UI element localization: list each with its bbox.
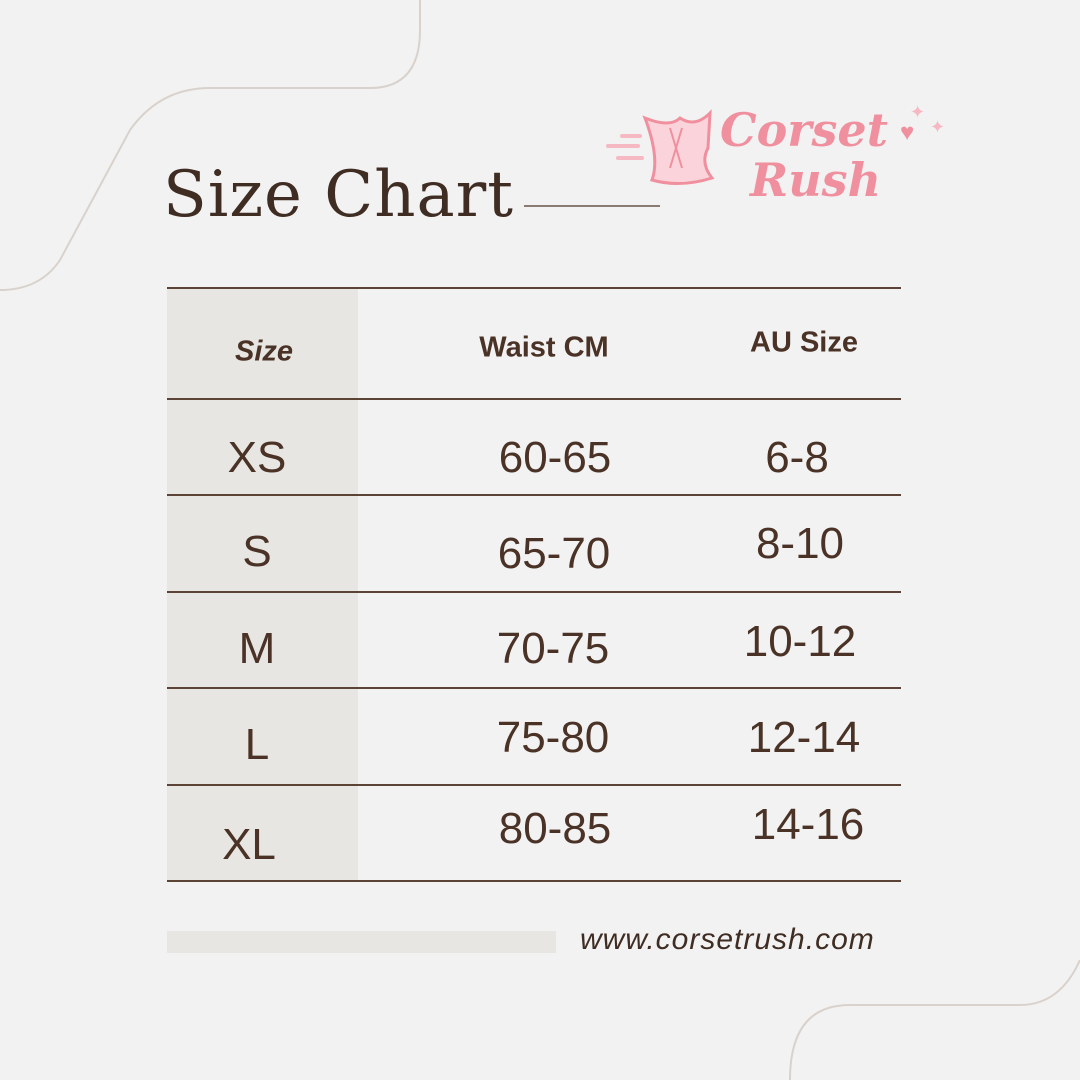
header-size: Size [234,335,294,368]
header-au-size: AU Size [750,326,858,359]
cell-waist: 60-65 [498,433,612,482]
table-rule [167,398,901,400]
cell-waist: 65-70 [497,529,611,578]
table-rule [167,494,901,496]
cell-waist: 70-75 [496,624,610,673]
cell-size: XS [227,433,287,482]
cell-waist: 75-80 [496,713,610,762]
svg-text:Rush: Rush [748,153,881,207]
corset-icon [642,109,715,185]
table-rule [167,287,901,289]
cell-au: 8-10 [755,519,845,568]
cell-au: 6-8 [765,433,829,482]
table-rule [167,591,901,593]
table-rule [167,880,901,882]
cell-au: 12-14 [747,713,861,762]
sparkle-icon: ✦ [910,102,925,122]
corset-rush-logo: Corset Rush ♥ ✦ ✦ [606,102,945,207]
cell-au: 14-16 [751,800,865,849]
cell-size: L [244,720,270,769]
size-column-shade [167,287,358,880]
speed-lines-icon [606,134,644,160]
website-url[interactable]: www.corsetrush.com [580,923,875,956]
cell-size: S [242,527,272,576]
table-rule [167,687,901,689]
cell-size: XL [222,820,276,869]
footer-bar [167,931,556,953]
sparkle-icon: ✦ [930,117,945,137]
cell-waist: 80-85 [498,804,612,853]
cell-size: M [238,624,276,673]
header-waist: Waist CM [479,331,609,364]
title-divider [524,205,660,207]
heart-icon: ♥ [900,119,914,146]
cell-au: 10-12 [743,617,857,666]
svg-text:Corset: Corset [720,103,888,157]
page-title: Size Chart [163,158,514,232]
table-rule [167,784,901,786]
